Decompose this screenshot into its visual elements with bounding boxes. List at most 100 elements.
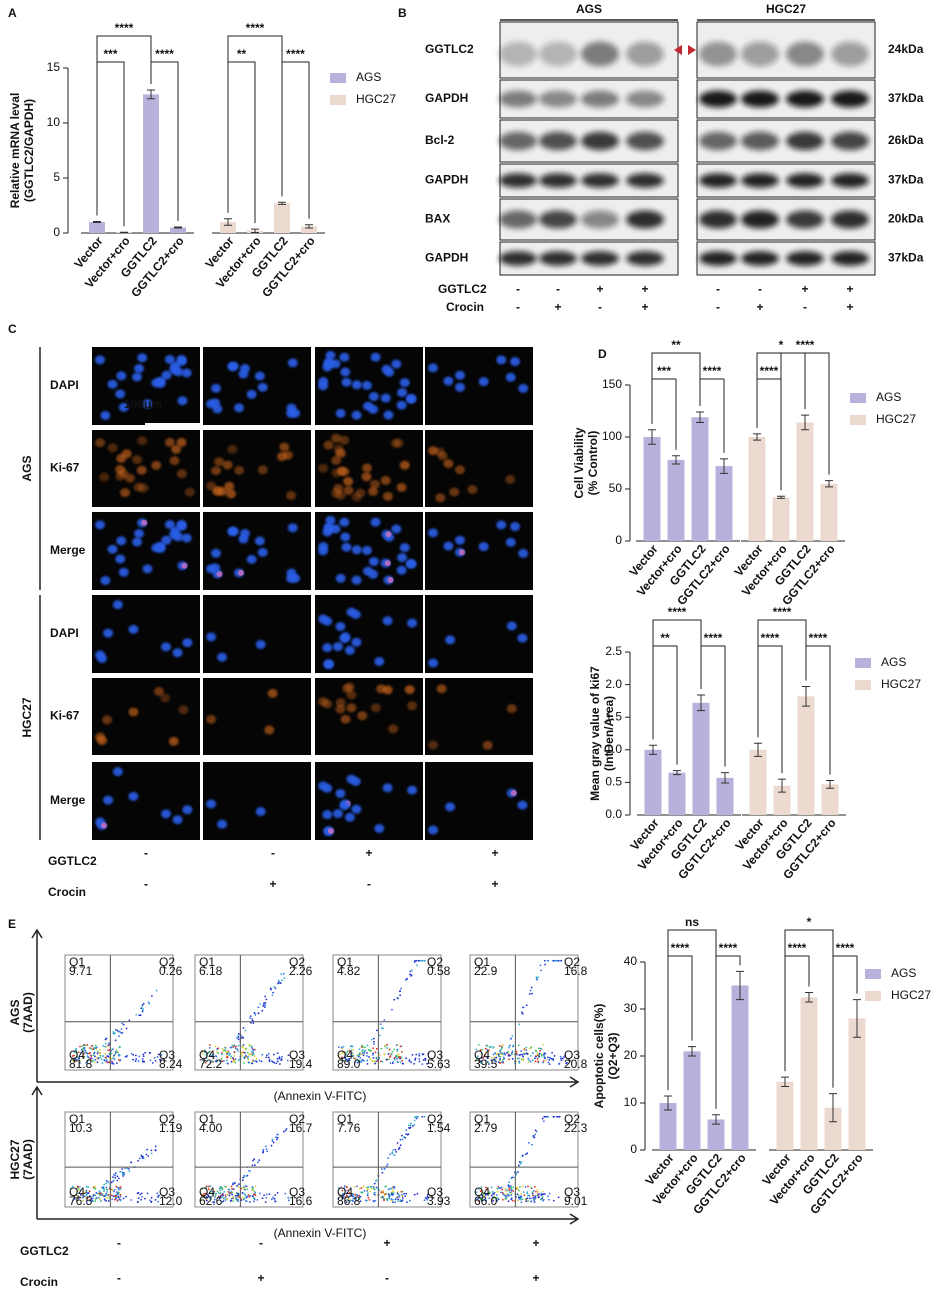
event-dot (232, 1057, 234, 1059)
event-dot (219, 1192, 222, 1195)
event-dot (515, 1052, 518, 1055)
event-dot (491, 1193, 494, 1195)
sig-label: * (779, 338, 784, 352)
event-dot (557, 959, 560, 962)
event-dot (141, 1004, 144, 1007)
event-dot (138, 1055, 141, 1058)
event-dot (276, 1060, 279, 1063)
event-dot (343, 1192, 345, 1195)
event-dot (99, 1200, 102, 1203)
nucleus (335, 573, 346, 583)
event-dot (415, 1053, 418, 1056)
event-dot (538, 1052, 541, 1055)
event-dot (391, 1188, 394, 1191)
event-dot (245, 1200, 247, 1202)
event-dot (531, 1192, 534, 1195)
bar (170, 227, 186, 233)
event-dot (382, 1189, 384, 1192)
event-dot (77, 1197, 80, 1200)
event-dot (343, 1185, 346, 1188)
event-dot (230, 1197, 233, 1200)
event-dot (78, 1192, 80, 1195)
y-tick-label: 50 (609, 481, 623, 495)
event-dot (105, 1042, 107, 1045)
event-dot (88, 1199, 91, 1202)
nucleus (239, 364, 250, 374)
error-bar (721, 772, 729, 784)
sig-label: **** (796, 338, 815, 352)
event-dot (386, 1043, 388, 1046)
event-dot (264, 1002, 267, 1004)
event-dot (201, 1050, 204, 1053)
event-dot (203, 1051, 206, 1054)
nucleus (181, 368, 192, 378)
event-dot (535, 976, 538, 979)
blot-band (626, 90, 664, 108)
event-dot (93, 1061, 96, 1064)
event-dot (516, 1057, 519, 1060)
event-dot (399, 990, 402, 992)
event-dot (499, 1055, 502, 1058)
quadrant-value: 62.6 (199, 1194, 223, 1208)
event-dot (347, 1189, 350, 1192)
event-dot (276, 1191, 279, 1194)
event-dot (82, 1190, 85, 1193)
nucleus (455, 370, 466, 380)
nucleus (361, 463, 372, 473)
event-dot (525, 1200, 528, 1203)
event-dot (112, 1195, 115, 1198)
blot-band (539, 251, 577, 266)
event-dot (108, 1042, 111, 1045)
nucleus (330, 524, 341, 534)
nucleus (340, 532, 351, 542)
event-dot (533, 1185, 536, 1188)
event-dot (226, 1052, 228, 1055)
event-dot (381, 1196, 384, 1198)
nucleus (396, 482, 407, 492)
event-dot (223, 1049, 226, 1052)
nucleus (264, 725, 275, 735)
blot-band (581, 90, 619, 108)
error-bar (688, 1046, 696, 1057)
event-dot (418, 1052, 421, 1055)
event-dot (537, 1191, 539, 1193)
event-dot (86, 1052, 89, 1055)
event-dot (362, 1054, 365, 1057)
event-dot (416, 1192, 419, 1195)
event-dot (479, 1198, 482, 1201)
nucleus (370, 703, 381, 713)
event-dot (497, 1055, 500, 1057)
nucleus (496, 355, 507, 365)
quadrant-name: Q3 (289, 1185, 305, 1199)
event-dot (378, 1034, 381, 1037)
event-dot (366, 1062, 369, 1065)
event-dot (118, 1046, 121, 1049)
quadrant-lines (333, 955, 441, 1070)
nucleus (517, 800, 528, 810)
flow-x-label: (Annexin V-FITC) (274, 1226, 367, 1240)
event-dot (504, 1053, 507, 1056)
legend-swatch (850, 393, 866, 403)
event-dot (536, 1188, 539, 1191)
nucleus (234, 465, 245, 475)
event-dot (352, 1195, 354, 1198)
event-dot (111, 1189, 114, 1192)
event-dot (534, 1060, 537, 1063)
event-dot (340, 1056, 343, 1059)
event-dot (519, 1185, 521, 1188)
event-dot (252, 1022, 255, 1024)
event-dot (71, 1185, 74, 1188)
event-dot (533, 1199, 535, 1201)
event-dot (121, 1032, 124, 1034)
nucleus (257, 465, 268, 475)
event-dot (102, 1186, 105, 1188)
event-dot (249, 1052, 252, 1055)
condition-sign: + (491, 846, 498, 860)
event-dot (267, 1053, 270, 1055)
sig-label: *** (657, 364, 671, 378)
event-dot (217, 1047, 220, 1050)
event-dot (409, 1199, 411, 1202)
merge-spot (384, 560, 391, 567)
event-dot (87, 1192, 90, 1194)
event-dot (117, 1187, 120, 1190)
